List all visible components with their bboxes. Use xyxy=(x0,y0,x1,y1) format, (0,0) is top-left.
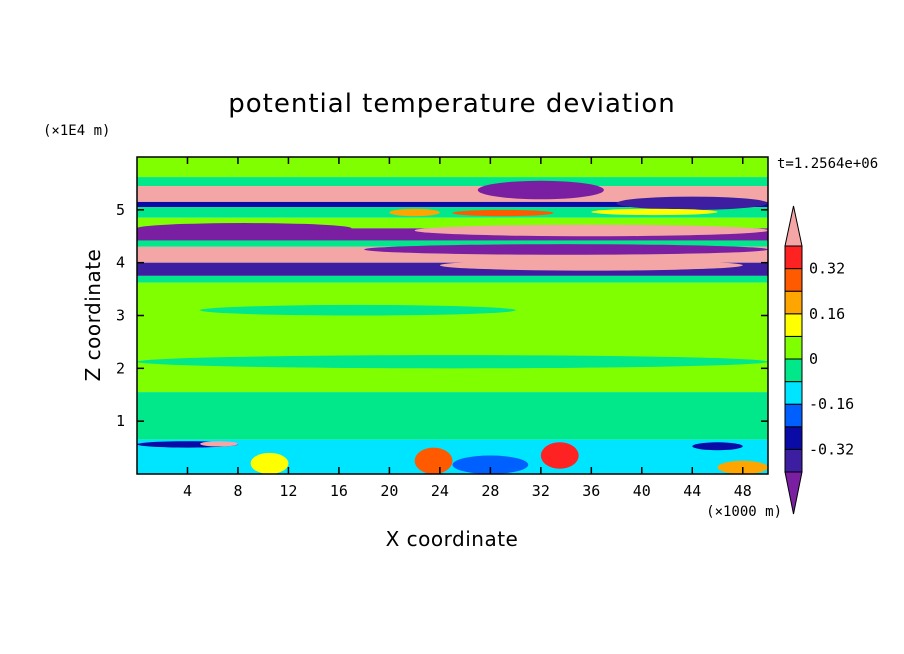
chart-title: potential temperature deviation xyxy=(228,89,675,119)
y-tick-label-3: 3 xyxy=(116,307,125,325)
colorbar-box-7 xyxy=(784,290,803,315)
y-axis-title: Z coordinate xyxy=(81,249,105,382)
contour-band-0 xyxy=(137,157,768,178)
colorbar-box-6 xyxy=(784,313,803,337)
x-tick-label-44: 44 xyxy=(683,482,701,500)
contour-patch-13 xyxy=(250,452,289,474)
contour-patch-4 xyxy=(364,244,768,255)
x-tick-label-36: 36 xyxy=(582,482,600,500)
colorbar-box-4 xyxy=(784,358,803,383)
x-tick-label-8: 8 xyxy=(233,482,242,500)
contour-patch-3 xyxy=(137,223,352,234)
y-tick-label-5: 5 xyxy=(116,201,125,219)
contour-band-11 xyxy=(137,282,768,393)
contour-patch-10 xyxy=(200,304,516,316)
colorbar-label-1: -0.16 xyxy=(809,395,854,413)
colorbar-box-5 xyxy=(784,335,803,360)
x-tick-label-40: 40 xyxy=(633,482,651,500)
y-unit-label: (×1E4 m) xyxy=(43,123,110,139)
y-tick-label-1: 1 xyxy=(116,412,125,430)
x-tick-label-12: 12 xyxy=(279,482,297,500)
time-label: t=1.2564e+06 xyxy=(777,156,878,172)
contour-band-1 xyxy=(137,177,768,187)
contour-patch-16 xyxy=(540,442,579,469)
x-axis-title: X coordinate xyxy=(386,527,519,551)
contour-patch-8 xyxy=(591,208,718,216)
contour-patch-2 xyxy=(414,224,768,237)
colorbar-min-arrow xyxy=(784,471,803,515)
contour-patch-15 xyxy=(452,455,529,474)
contour-patch-6 xyxy=(389,208,440,217)
contour-band-5 xyxy=(137,217,768,229)
x-tick-label-32: 32 xyxy=(532,482,550,500)
x-tick-label-28: 28 xyxy=(481,482,499,500)
x-tick-label-16: 16 xyxy=(330,482,348,500)
colorbar-box-0 xyxy=(784,448,803,473)
contour-patch-17 xyxy=(692,442,743,451)
contour-band-3 xyxy=(137,201,768,208)
x-tick-label-24: 24 xyxy=(431,482,449,500)
colorbar-label-4: 0.32 xyxy=(809,260,845,278)
contour-band-4 xyxy=(137,207,768,218)
colorbar-label-0: -0.32 xyxy=(809,440,854,458)
contour-band-12 xyxy=(137,392,768,440)
colorbar: -0.32 -0.16 0 0.16 0.32 xyxy=(784,205,854,515)
colorbar-box-1 xyxy=(784,426,803,450)
y-axis: 1 2 3 4 5 xyxy=(116,201,768,430)
colorbar-box-3 xyxy=(784,381,803,405)
contour-band-2 xyxy=(137,186,768,202)
y-tick-label-2: 2 xyxy=(116,359,125,377)
x-unit-label: (×1000 m) xyxy=(706,504,782,520)
x-tick-label-4: 4 xyxy=(183,482,192,500)
colorbar-box-2 xyxy=(784,403,803,428)
contour-patch-0 xyxy=(477,180,604,200)
contour-patch-7 xyxy=(452,209,554,217)
contour-patch-5 xyxy=(439,260,743,271)
colorbar-label-3: 0.16 xyxy=(809,305,845,323)
x-axis: 4 8 12 16 20 24 28 32 36 40 44 48 xyxy=(183,157,752,500)
plot-area xyxy=(137,157,768,474)
contour-patch-9 xyxy=(137,355,768,369)
colorbar-label-2: 0 xyxy=(809,350,818,368)
contour-patch-12 xyxy=(200,441,238,447)
contour-patch-1 xyxy=(616,196,768,210)
y-tick-label-4: 4 xyxy=(116,254,125,272)
contour-patch-14 xyxy=(414,447,453,474)
colorbar-max-arrow xyxy=(784,205,803,247)
x-tick-label-48: 48 xyxy=(734,482,752,500)
contour-band-10 xyxy=(137,275,768,283)
contour-band-7 xyxy=(137,240,768,247)
colorbar-box-8 xyxy=(784,268,803,292)
contour-band-13 xyxy=(137,439,768,474)
x-tick-label-20: 20 xyxy=(380,482,398,500)
colorbar-box-9 xyxy=(784,245,803,270)
